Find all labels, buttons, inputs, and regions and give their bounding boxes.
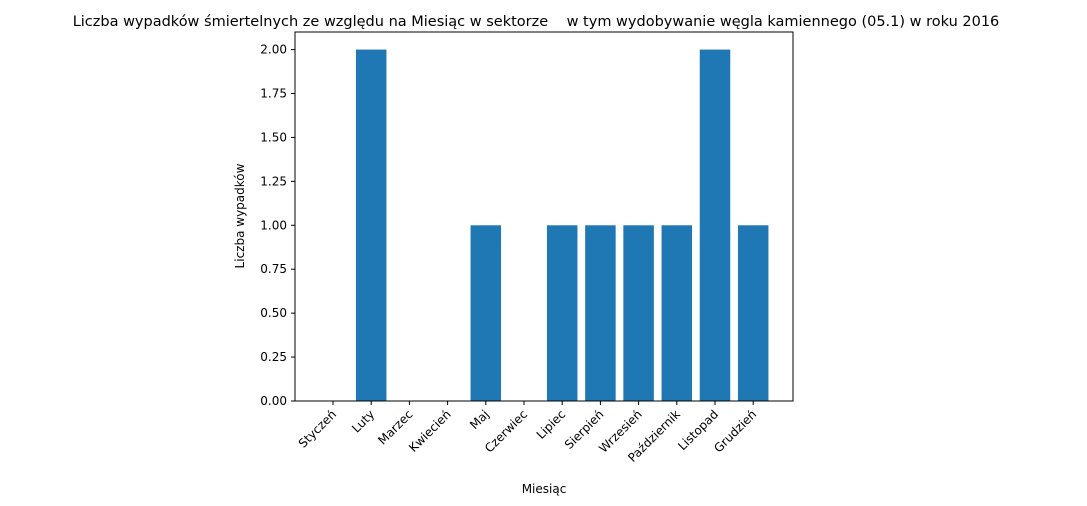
bars	[355, 49, 769, 401]
y-tick-label: 0.75	[260, 262, 287, 276]
y-axis: 0.00 0.25 0.50 0.75 1.00 1.25 1.50 1.75 2.00	[260, 43, 295, 408]
y-tick-label: 0.00	[260, 394, 287, 408]
x-axis-label: Miesiąc	[522, 482, 567, 496]
y-tick-label: 1.75	[260, 87, 287, 101]
x-tick-label: Luty	[349, 407, 377, 435]
y-tick-label: 1.00	[260, 218, 287, 232]
bar-8	[585, 225, 616, 401]
bar-11	[699, 49, 731, 401]
y-axis-label: Liczba wypadków	[233, 163, 247, 268]
bar-5	[470, 225, 502, 401]
y-tick-label: 1.25	[260, 174, 287, 188]
bar-10	[661, 225, 693, 401]
bar-9	[623, 225, 654, 401]
bar-7	[546, 225, 578, 401]
y-tick-label: 1.50	[260, 130, 287, 144]
y-tick-label: 2.00	[260, 43, 287, 57]
bar-2	[355, 49, 387, 401]
y-tick-label: 0.50	[260, 306, 287, 320]
x-tick-label: Maj	[467, 407, 492, 432]
bar-12	[737, 225, 769, 401]
x-tick-label: Lipiec	[534, 407, 569, 442]
plot-frame	[294, 31, 794, 402]
y-tick-label: 0.25	[260, 350, 287, 364]
x-tick-label: Styczeń	[296, 407, 339, 450]
chart-title: Liczba wypadków śmiertelnych ze względu …	[73, 14, 1000, 30]
x-tick-label: Kwiecień	[406, 407, 454, 455]
